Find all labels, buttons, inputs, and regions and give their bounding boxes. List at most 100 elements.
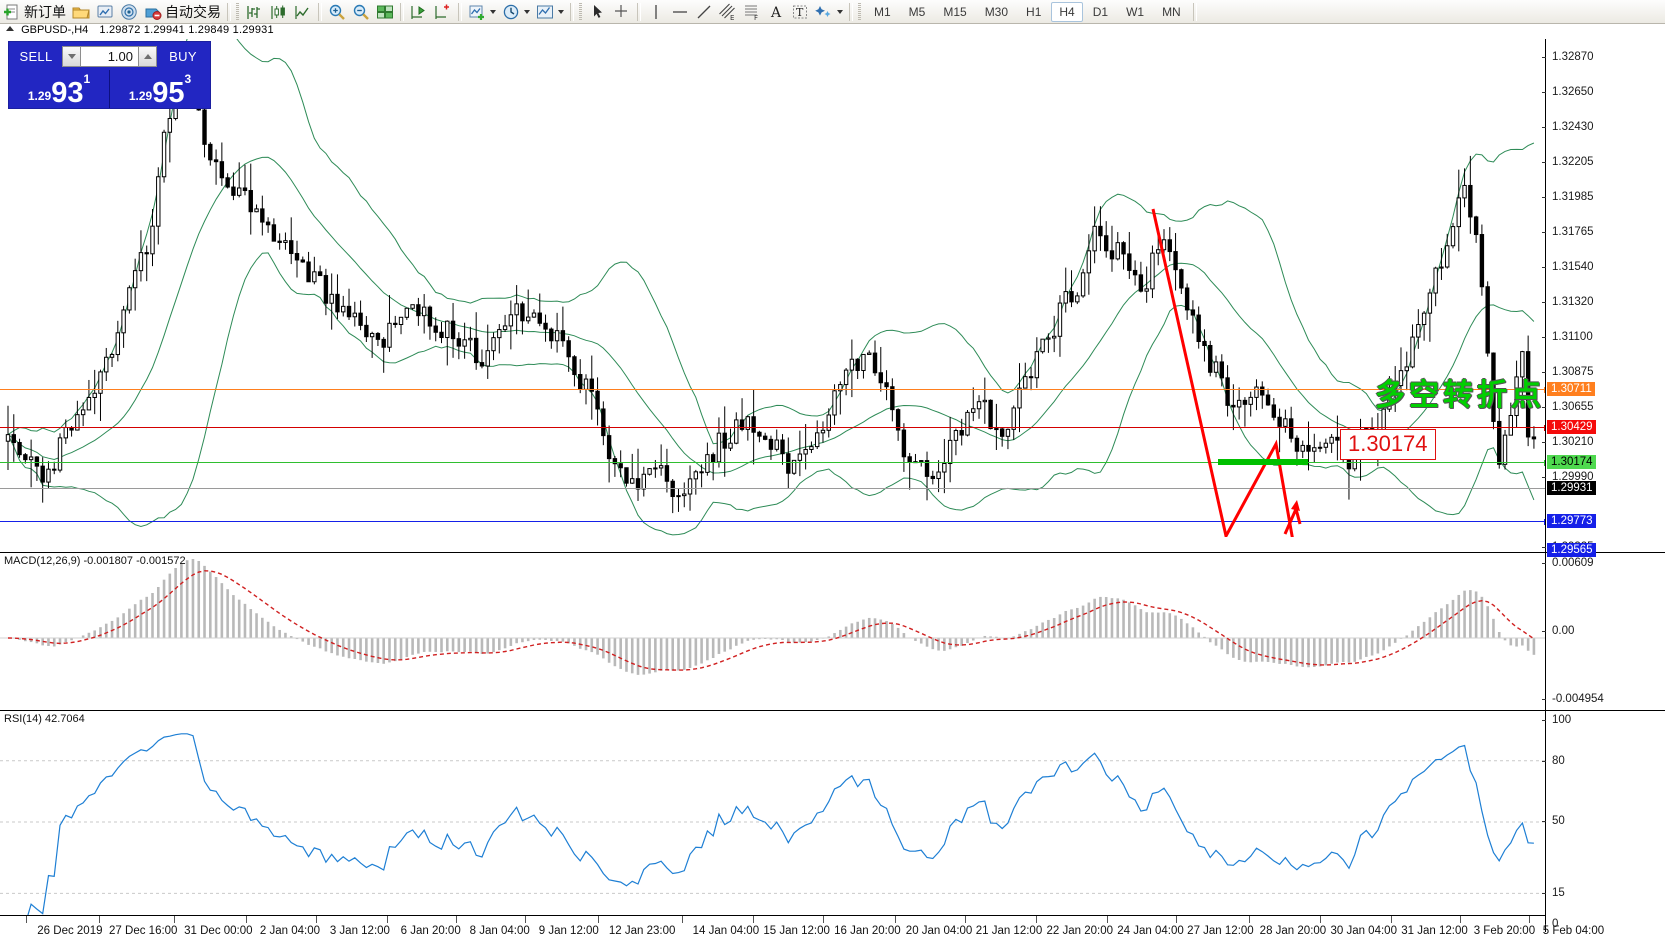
timeframe-m5-button[interactable]: M5 bbox=[908, 4, 926, 19]
price-level-label[interactable]: 1.29565 bbox=[1547, 543, 1596, 557]
toolbar-grip[interactable] bbox=[236, 2, 239, 21]
autotrade-icon bbox=[145, 8, 162, 20]
trendline-button[interactable] bbox=[692, 1, 716, 23]
volume-decrement-button[interactable] bbox=[62, 45, 81, 67]
fibonacci-button[interactable]: F bbox=[740, 1, 764, 23]
svg-text:F: F bbox=[754, 14, 758, 21]
zoom-out-icon bbox=[353, 4, 369, 20]
timeframe-group: M1 M5 M15 M30 H1 H4 D1 W1 MN bbox=[865, 1, 1190, 22]
level-line-target-green[interactable] bbox=[0, 460, 1545, 466]
chevron-down-icon[interactable] bbox=[558, 9, 564, 14]
level-anchor-handle[interactable] bbox=[1544, 425, 1545, 431]
folder-icon bbox=[72, 7, 90, 18]
periods-button[interactable] bbox=[499, 1, 533, 23]
level-line-resistance-red[interactable] bbox=[0, 425, 1545, 431]
templates-button[interactable] bbox=[533, 1, 567, 23]
folder-button[interactable] bbox=[69, 1, 93, 23]
chevron-down-icon[interactable] bbox=[837, 9, 843, 14]
rsi-indicator-pane[interactable]: RSI(14) 42.7064 bbox=[0, 710, 1545, 932]
auto-scroll-button[interactable] bbox=[431, 1, 455, 23]
level-anchor-handle[interactable] bbox=[1544, 387, 1545, 393]
equidistant-channel-button[interactable]: E bbox=[716, 1, 740, 23]
one-click-trading-panel[interactable]: SELL 1.00 BUY 1.29 93 1 1.29 95 3 bbox=[8, 41, 211, 109]
text-button[interactable]: A bbox=[764, 1, 788, 23]
timeframe-h1-button[interactable]: H1 bbox=[1026, 4, 1042, 19]
tile-windows-button[interactable] bbox=[373, 1, 397, 23]
signals-button[interactable] bbox=[117, 1, 141, 23]
crosshair-button[interactable] bbox=[610, 1, 634, 23]
rsi-scale[interactable]: 100 80 50 15 0 bbox=[1541, 710, 1665, 932]
vertical-line-button[interactable] bbox=[644, 1, 668, 23]
chevron-up-icon bbox=[143, 53, 152, 59]
volume-stepper[interactable]: 1.00 bbox=[62, 45, 157, 67]
buy-price-sup: 3 bbox=[184, 72, 192, 86]
cursor-button[interactable] bbox=[586, 1, 610, 23]
chevron-down-icon[interactable] bbox=[524, 9, 530, 14]
timeframe-m30-button[interactable]: M30 bbox=[984, 4, 1009, 19]
level-anchor-handle[interactable] bbox=[1544, 519, 1545, 525]
volume-increment-button[interactable] bbox=[138, 45, 157, 67]
autotrade-button[interactable]: 自动交易 bbox=[141, 1, 224, 23]
toolbar-grip[interactable] bbox=[579, 2, 582, 21]
crosshair-icon bbox=[615, 4, 627, 17]
volume-input[interactable]: 1.00 bbox=[81, 45, 138, 67]
profiles-button[interactable] bbox=[93, 1, 117, 23]
buy-button[interactable]: BUY bbox=[169, 48, 197, 64]
toolbar-grip[interactable] bbox=[858, 2, 861, 21]
price-tick: 1.31985 bbox=[1542, 191, 1594, 203]
timeframe-m1-button[interactable]: M1 bbox=[874, 4, 891, 19]
bar-chart-button[interactable] bbox=[243, 1, 267, 23]
price-level-label[interactable]: 1.30174 bbox=[1547, 455, 1596, 469]
timeframe-h4-button[interactable]: H4 bbox=[1051, 1, 1083, 22]
rsi-tick-label: 100 bbox=[1552, 714, 1572, 726]
shapes-button[interactable] bbox=[812, 1, 846, 23]
timeframe-d1-button[interactable]: D1 bbox=[1092, 4, 1109, 19]
macd-indicator-pane[interactable]: MACD(12,26,9) -0.001807 -0.001572 bbox=[0, 552, 1545, 708]
price-tick: 1.31100 bbox=[1542, 331, 1593, 343]
chevron-down-icon[interactable] bbox=[490, 9, 496, 14]
price-level-label[interactable]: 1.30429 bbox=[1547, 420, 1596, 434]
sell-quote[interactable]: 1.29 93 1 bbox=[9, 70, 110, 108]
chart-shift-button[interactable] bbox=[407, 1, 431, 23]
price-scale[interactable]: 1.32870 1.32650 1.32430 1.32205 1.31985 1.317… bbox=[1542, 39, 1665, 919]
zoom-out-button[interactable] bbox=[349, 1, 373, 23]
time-gridline bbox=[1176, 916, 1178, 923]
price-level-label[interactable]: 1.29773 bbox=[1547, 514, 1596, 528]
buy-price-prefix: 1.29 bbox=[128, 89, 153, 103]
chevron-down-icon bbox=[67, 53, 76, 59]
rsi-tick-label: 50 bbox=[1552, 815, 1565, 827]
price-tick-label: 1.30210 bbox=[1552, 436, 1594, 448]
sell-button[interactable]: SELL bbox=[19, 48, 53, 64]
price-tick: 1.32430 bbox=[1542, 121, 1594, 133]
time-gridline bbox=[1106, 916, 1108, 923]
level-line-support-blue-1[interactable] bbox=[0, 519, 1545, 525]
buy-quote[interactable]: 1.29 95 3 bbox=[110, 70, 210, 108]
zoom-in-button[interactable] bbox=[325, 1, 349, 23]
timeframe-m15-button[interactable]: M15 bbox=[943, 4, 967, 19]
chinese-annotation-label: 多空转折点 bbox=[1375, 378, 1545, 413]
candlestick-chart-button[interactable] bbox=[267, 1, 291, 23]
indicators-button[interactable] bbox=[465, 1, 499, 23]
price-plot-area[interactable] bbox=[0, 39, 1545, 537]
chart-window[interactable]: GBPUSD-,H4 1.29872 1.29941 1.29849 1.299… bbox=[0, 24, 1665, 947]
macd-scale[interactable]: 0.00609 0.00 -0.004954 bbox=[1541, 552, 1665, 708]
line-chart-button[interactable] bbox=[291, 1, 315, 23]
level-line-resistance-orange[interactable] bbox=[0, 387, 1545, 393]
timeframe-w1-button[interactable]: W1 bbox=[1126, 4, 1145, 19]
price-level-label[interactable]: 1.30711 bbox=[1547, 382, 1595, 396]
timeframe-mn-button[interactable]: MN bbox=[1162, 4, 1181, 19]
horizontal-line-button[interactable] bbox=[668, 1, 692, 23]
zoom-in-icon bbox=[329, 4, 345, 20]
time-gridline bbox=[99, 916, 101, 923]
level-line-current-price[interactable] bbox=[0, 488, 1545, 489]
oct-quotes-row: 1.29 93 1 1.29 95 3 bbox=[9, 70, 210, 108]
time-scale[interactable]: 26 Dec 2019 27 Dec 16:00 31 Dec 00:00 2 Jan… bbox=[0, 915, 1604, 947]
bollinger-upper-band bbox=[7, 39, 1535, 445]
text-icon: A bbox=[770, 5, 782, 21]
bar-chart-icon bbox=[247, 5, 260, 19]
level-anchor-handle[interactable] bbox=[1544, 460, 1545, 466]
text-label-button[interactable]: T bbox=[788, 1, 812, 23]
price-level-label[interactable]: 1.29931 bbox=[1547, 481, 1596, 495]
collapse-triangle-icon[interactable] bbox=[6, 26, 14, 31]
new-order-button[interactable]: 新订单 bbox=[0, 1, 69, 23]
